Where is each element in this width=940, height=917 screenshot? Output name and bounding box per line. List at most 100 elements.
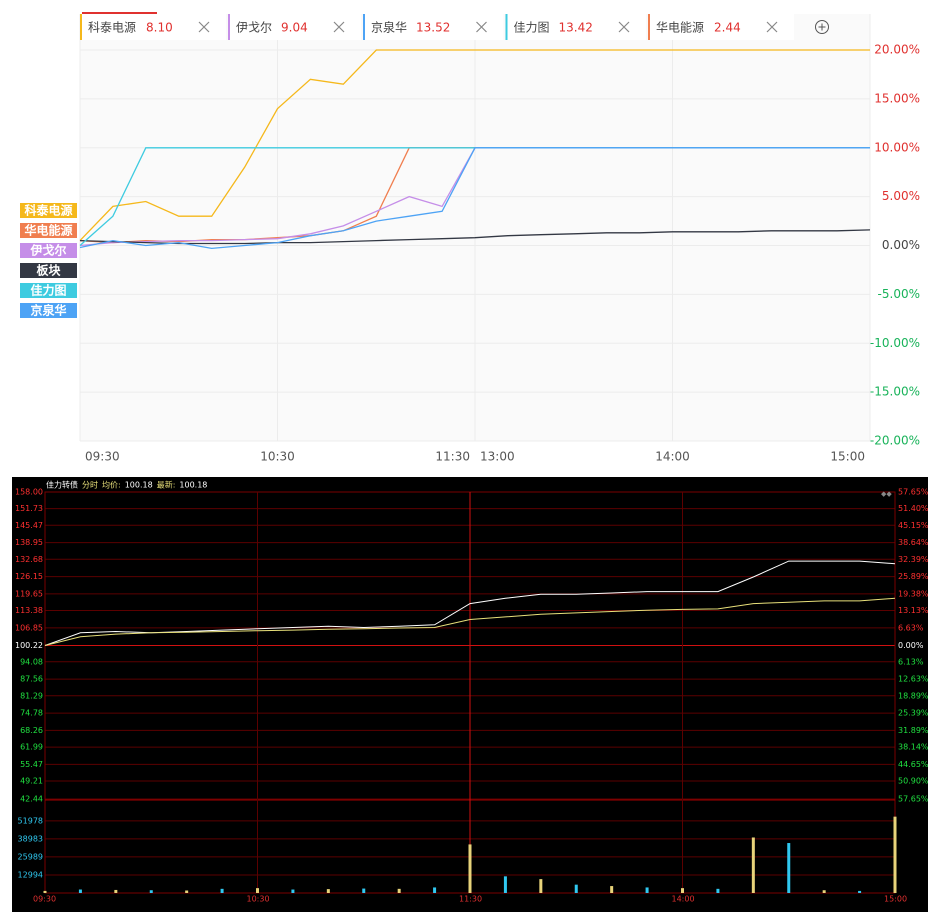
panel-icons: ◆◆ — [881, 490, 892, 498]
y2-tick-label: 13.13% — [898, 606, 929, 615]
x-tick-label: 09:30 — [85, 450, 120, 464]
header-text: 分时 — [82, 480, 98, 490]
y2-tick-label: 51.40% — [898, 504, 929, 513]
stock-tab[interactable]: 科泰电源 8.10 — [80, 12, 226, 40]
volume-tick-label: 25989 — [18, 852, 43, 861]
add-circle[interactable] — [815, 20, 829, 34]
tab-close[interactable] — [198, 21, 210, 33]
tab-active-bar — [82, 12, 157, 14]
y-tick-label: 61.99 — [20, 743, 43, 752]
tab-value: 2.44 — [714, 21, 741, 35]
tab-close[interactable] — [333, 21, 345, 33]
tab-bg — [363, 14, 504, 40]
legend-label: 科泰电源 — [24, 203, 72, 218]
volume-bar — [468, 844, 472, 893]
series-line — [44, 560, 896, 646]
volume-bar — [397, 888, 401, 893]
add-button[interactable] — [815, 20, 829, 34]
y2-tick-label: 57.65% — [898, 488, 929, 497]
y-tick-label: 94.08 — [20, 657, 43, 666]
tab-name: 华电能源 — [656, 21, 704, 35]
y-tick-label: 87.56 — [20, 675, 43, 684]
y-tick-label: -10.00% — [870, 336, 920, 350]
y-tick-label: -5.00% — [878, 287, 920, 301]
y2-tick-label: 31.89% — [898, 726, 929, 735]
y-tick-label: -20.00% — [870, 434, 920, 448]
tab-close[interactable] — [766, 21, 778, 33]
tab-name: 伊戈尔 — [236, 20, 272, 35]
x-tick-label: 14:00 — [655, 450, 690, 464]
header-text: 最新: — [157, 480, 176, 490]
y-tick-label: 42.44 — [20, 795, 43, 804]
legend-label: 华电能源 — [24, 223, 72, 238]
volume-bar — [114, 889, 118, 893]
tab-close[interactable] — [618, 21, 630, 33]
tab-close[interactable] — [476, 21, 487, 33]
y-tick-label: 10.00% — [874, 140, 920, 154]
tab-name: 科泰电源 — [88, 21, 136, 35]
tab-name: 佳力图 — [514, 21, 550, 35]
legend-swatch — [20, 303, 77, 318]
volume-bar — [539, 879, 543, 893]
tab-bg — [80, 14, 226, 40]
y-tick-label: 100.22 — [15, 641, 43, 650]
y-tick-label: 20.00% — [874, 43, 920, 57]
y-tick-label: 138.95 — [15, 538, 43, 547]
y2-tick-label: 57.65% — [898, 795, 929, 804]
legend-swatch — [20, 223, 77, 238]
volume-bar — [574, 884, 578, 893]
x-tick-label: 11:30 — [459, 895, 482, 904]
series-line — [44, 597, 896, 646]
volume-bar — [751, 837, 755, 893]
tab-color-bar — [228, 14, 230, 40]
y2-tick-label: 25.89% — [898, 572, 929, 581]
volume-bar — [326, 889, 330, 893]
volume-bar — [893, 816, 897, 893]
add-plus[interactable] — [818, 23, 826, 31]
y2-tick-label: 19.38% — [898, 589, 929, 598]
y-tick-label: 5.00% — [882, 189, 920, 203]
volume-bar — [503, 876, 507, 893]
volume-tick-label: 51978 — [18, 816, 43, 825]
y-tick-label: 119.65 — [15, 589, 43, 598]
tab-value: 9.04 — [281, 21, 308, 35]
volume-bar — [291, 889, 295, 893]
stock-tab[interactable]: 京泉华 13.52 — [363, 14, 504, 40]
header-text: 100.18 — [179, 481, 207, 490]
legend-swatch — [20, 203, 77, 218]
stock-tab[interactable]: 伊戈尔 9.04 — [228, 14, 361, 40]
volume-tick-label: 38983 — [18, 834, 43, 843]
x-tick-label: 15:00 — [830, 450, 865, 464]
y-tick-label: 132.68 — [15, 555, 43, 564]
volume-bar — [610, 886, 614, 893]
y-tick-label: 0.00% — [882, 238, 920, 252]
volume-bar — [78, 889, 82, 893]
series-line — [79, 49, 870, 242]
volume-bar — [256, 888, 259, 893]
y-tick-label: 113.38 — [15, 606, 43, 615]
y-tick-label: 74.78 — [20, 709, 43, 718]
volume-bar — [787, 843, 791, 893]
volume-bar — [433, 887, 437, 893]
volume-bar — [716, 888, 720, 893]
x-tick-label: 14:00 — [672, 895, 695, 904]
volume-bar — [220, 888, 224, 893]
x-tick-label: 15:00 — [884, 895, 907, 904]
tab-color-bar — [80, 14, 82, 40]
tab-value: 13.42 — [559, 21, 593, 35]
tab-bg — [505, 14, 646, 40]
volume-bar — [185, 890, 189, 893]
volume-bar — [822, 890, 826, 893]
stock-tab[interactable]: 佳力图 13.42 — [505, 14, 647, 40]
tab-value: 13.52 — [416, 21, 450, 35]
legend-swatch — [20, 243, 77, 258]
series-line — [79, 229, 871, 245]
header-text: 100.18 — [125, 481, 153, 490]
y2-tick-label: 6.13% — [898, 657, 924, 666]
volume-bar — [149, 890, 153, 893]
y2-tick-label: 25.39% — [898, 709, 929, 718]
y2-tick-label: 32.39% — [898, 555, 929, 564]
x-tick-label: 13:00 — [480, 450, 515, 464]
stock-tab[interactable]: 华电能源 2.44 — [648, 14, 794, 40]
